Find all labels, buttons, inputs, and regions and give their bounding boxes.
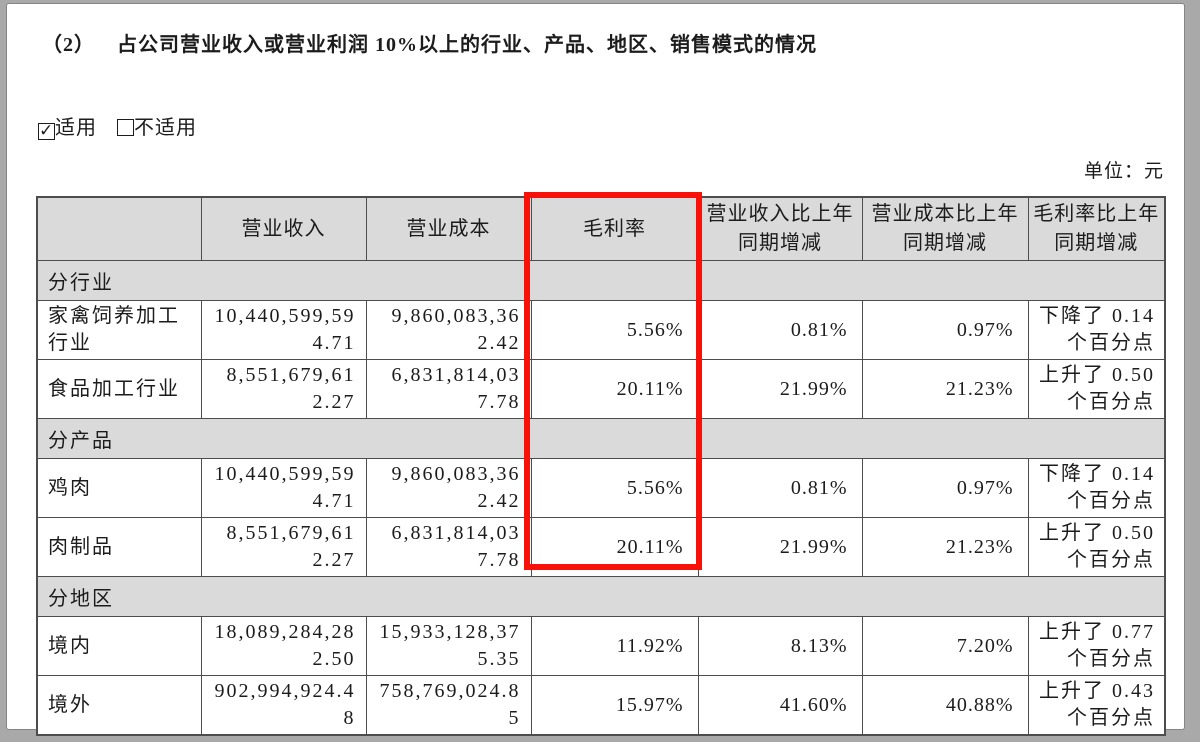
header-cell-revenue-yoy: 营业收入比上年同期增减 [697, 196, 863, 261]
header-cell-gross-margin: 毛利率 [530, 196, 699, 261]
cell-revenue: 8,551,679,612.27 [200, 517, 367, 577]
applicable-label: 适用 [55, 117, 97, 139]
applicable-option: ✓适用 [38, 117, 97, 141]
row-label: 境内 [36, 616, 202, 676]
cell-revenue-yoy: 21.99% [697, 517, 863, 577]
row-label: 家禽饲养加工行业 [36, 300, 202, 360]
cell-gross-margin: 5.56% [530, 300, 699, 360]
page-content: （2） 占公司营业收入或营业利润 10%以上的行业、产品、地区、销售模式的情况 ✓… [7, 4, 1166, 736]
section-label: 分产品 [36, 418, 1166, 459]
table-row: 境内 18,089,284,282.50 15,933,128,375.35 1… [36, 616, 1166, 676]
cell-revenue: 902,994,924.48 [200, 675, 367, 736]
section-title: 占公司营业收入或营业利润 10%以上的行业、产品、地区、销售模式的情况 [117, 34, 817, 56]
cell-revenue-yoy: 21.99% [697, 359, 863, 419]
cell-revenue: 8,551,679,612.27 [200, 359, 367, 419]
not-applicable-label: 不适用 [134, 117, 197, 139]
header-cell-cost: 营业成本 [365, 196, 532, 261]
section-label: 分行业 [36, 260, 1166, 301]
table-row: 鸡肉 10,440,599,594.71 9,860,083,362.42 5.… [36, 458, 1166, 518]
cell-cost-yoy: 40.88% [861, 675, 1029, 736]
cell-gross-margin: 20.11% [530, 359, 699, 419]
checkbox-checked-icon: ✓ [38, 121, 55, 141]
not-applicable-option: 不适用 [117, 117, 197, 139]
cell-cost-yoy: 7.20% [861, 616, 1029, 676]
cell-cost-yoy: 0.97% [861, 300, 1029, 360]
cell-revenue: 18,089,284,282.50 [200, 616, 367, 676]
document-page: （2） 占公司营业收入或营业利润 10%以上的行业、产品、地区、销售模式的情况 ✓… [6, 3, 1185, 736]
header-cell-cost-yoy: 营业成本比上年同期增减 [861, 196, 1029, 261]
row-label: 食品加工行业 [36, 359, 202, 419]
header-cell-revenue: 营业收入 [200, 196, 367, 261]
cell-margin-yoy: 上升了 0.50 个百分点 [1027, 517, 1166, 577]
section-label: 分地区 [36, 576, 1166, 617]
cell-revenue-yoy: 0.81% [697, 458, 863, 518]
cell-revenue: 10,440,599,594.71 [200, 300, 367, 360]
cell-revenue: 10,440,599,594.71 [200, 458, 367, 518]
cell-cost: 6,831,814,037.78 [365, 359, 532, 419]
cell-revenue-yoy: 8.13% [697, 616, 863, 676]
cell-margin-yoy: 上升了 0.43 个百分点 [1027, 675, 1166, 736]
table-row: 肉制品 8,551,679,612.27 6,831,814,037.78 20… [36, 517, 1166, 577]
cell-revenue-yoy: 0.81% [697, 300, 863, 360]
unit-label: 单位：元 [1083, 161, 1164, 182]
cell-margin-yoy: 下降了 0.14 个百分点 [1027, 458, 1166, 518]
cell-cost-yoy: 0.97% [861, 458, 1029, 518]
table-row: 家禽饲养加工行业 10,440,599,594.71 9,860,083,362… [36, 300, 1166, 360]
cell-cost: 9,860,083,362.42 [365, 300, 532, 360]
financial-table-wrapper: 营业收入 营业成本 毛利率 营业收入比上年同期增减 营业成本比上年同期增减 毛利… [36, 192, 1166, 736]
cell-margin-yoy: 上升了 0.77 个百分点 [1027, 616, 1166, 676]
cell-cost: 758,769,024.85 [365, 675, 532, 736]
cell-cost-yoy: 21.23% [861, 517, 1029, 577]
cell-gross-margin: 5.56% [530, 458, 699, 518]
section-number: （2） [42, 34, 95, 56]
cell-gross-margin: 11.92% [530, 616, 699, 676]
row-label: 鸡肉 [36, 458, 202, 518]
header-cell-blank [36, 196, 202, 261]
table-row: 境外 902,994,924.48 758,769,024.85 15.97% … [36, 675, 1166, 736]
cell-cost: 9,860,083,362.42 [365, 458, 532, 518]
section-row-product: 分产品 [36, 418, 1166, 459]
cell-cost: 15,933,128,375.35 [365, 616, 532, 676]
cell-gross-margin: 15.97% [530, 675, 699, 736]
cell-margin-yoy: 上升了 0.50 个百分点 [1027, 359, 1166, 419]
row-label: 肉制品 [36, 517, 202, 577]
cell-gross-margin: 20.11% [530, 517, 699, 577]
checkbox-unchecked-icon [117, 119, 134, 136]
section-row-industry: 分行业 [36, 260, 1166, 301]
cell-cost-yoy: 21.23% [861, 359, 1029, 419]
table-header-row: 营业收入 营业成本 毛利率 营业收入比上年同期增减 营业成本比上年同期增减 毛利… [36, 196, 1166, 261]
section-row-region: 分地区 [36, 576, 1166, 617]
row-label: 境外 [36, 675, 202, 736]
cell-margin-yoy: 下降了 0.14 个百分点 [1027, 300, 1166, 360]
cell-cost: 6,831,814,037.78 [365, 517, 532, 577]
header-cell-margin-yoy: 毛利率比上年同期增减 [1027, 196, 1166, 261]
cell-revenue-yoy: 41.60% [697, 675, 863, 736]
financial-table: 营业收入 营业成本 毛利率 营业收入比上年同期增减 营业成本比上年同期增减 毛利… [36, 196, 1166, 736]
table-row: 食品加工行业 8,551,679,612.27 6,831,814,037.78… [36, 359, 1166, 419]
section-heading: （2） 占公司营业收入或营业利润 10%以上的行业、产品、地区、销售模式的情况 [42, 28, 1164, 57]
applicability-row: ✓适用 不适用 [38, 111, 1164, 140]
